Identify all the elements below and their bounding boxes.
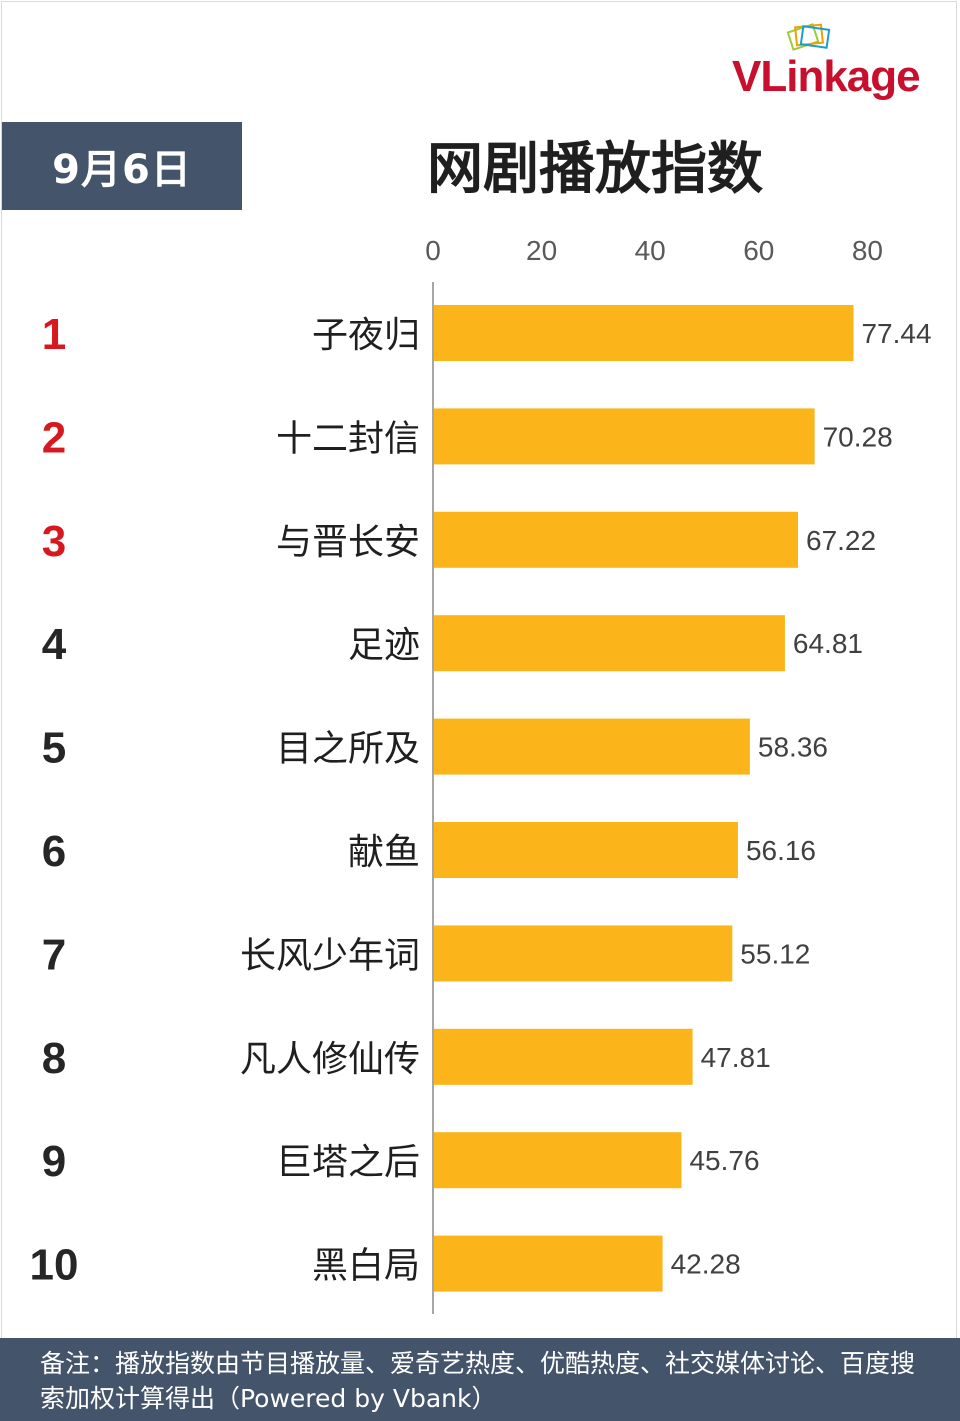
value-label: 67.22: [806, 525, 876, 556]
value-label: 58.36: [758, 732, 828, 763]
rank-number: 1: [42, 310, 66, 359]
value-label: 45.76: [689, 1145, 759, 1176]
bar: [433, 615, 785, 672]
rank-number: 7: [42, 930, 66, 979]
rank-number: 3: [42, 517, 66, 566]
rank-number: 2: [42, 413, 66, 462]
bar: [433, 305, 854, 361]
value-label: 56.16: [746, 835, 816, 866]
x-tick-label: 0: [425, 235, 441, 266]
logo-cards-icon: [786, 23, 831, 51]
category-label: 长风少年词: [240, 935, 420, 976]
bar: [433, 718, 750, 775]
logo-text: VLinkage: [732, 52, 921, 101]
x-tick-label: 40: [635, 235, 666, 266]
date-badge: 9月6日: [2, 122, 242, 210]
value-label: 42.28: [671, 1249, 741, 1280]
x-tick-label: 20: [526, 235, 557, 266]
vlinkage-logo: VLinkage: [732, 23, 954, 108]
footer-note: 备注：播放指数由节目播放量、爱奇艺热度、优酷热度、社交媒体讨论、百度搜索加权计算…: [0, 1338, 960, 1421]
bar: [433, 408, 815, 465]
x-tick-label: 80: [852, 235, 883, 266]
category-label: 与晋长安: [276, 522, 420, 563]
category-label: 子夜归: [312, 315, 420, 356]
category-label: 献鱼: [348, 832, 420, 873]
value-label: 77.44: [861, 318, 931, 349]
category-label: 黑白局: [312, 1246, 420, 1287]
category-label: 目之所及: [276, 729, 420, 770]
value-label: 47.81: [701, 1042, 771, 1073]
value-label: 55.12: [740, 938, 810, 969]
bar: [433, 822, 738, 878]
x-tick-label: 60: [743, 235, 774, 266]
bar-chart: 0 20 40 60 8077.44子夜归170.28十二封信267.22与晋长安364…: [30, 235, 932, 1314]
rank-number: 4: [42, 620, 67, 669]
category-label: 巨塔之后: [276, 1142, 420, 1183]
bar: [433, 925, 733, 982]
rank-number: 8: [42, 1034, 66, 1083]
category-label: 凡人修仙传: [240, 1039, 420, 1080]
category-label: 足迹: [348, 625, 420, 666]
chart-title: 网剧播放指数: [427, 137, 763, 202]
bar: [433, 1235, 663, 1292]
bar: [433, 1132, 682, 1189]
value-label: 70.28: [823, 421, 893, 452]
rank-number: 5: [42, 724, 66, 773]
value-label: 64.81: [793, 628, 863, 659]
rank-number: 6: [42, 827, 66, 876]
bar: [433, 1028, 693, 1085]
rank-number: 9: [42, 1137, 66, 1186]
bar: [433, 511, 799, 568]
rank-number: 10: [30, 1241, 79, 1290]
category-label: 十二封信: [276, 418, 420, 459]
